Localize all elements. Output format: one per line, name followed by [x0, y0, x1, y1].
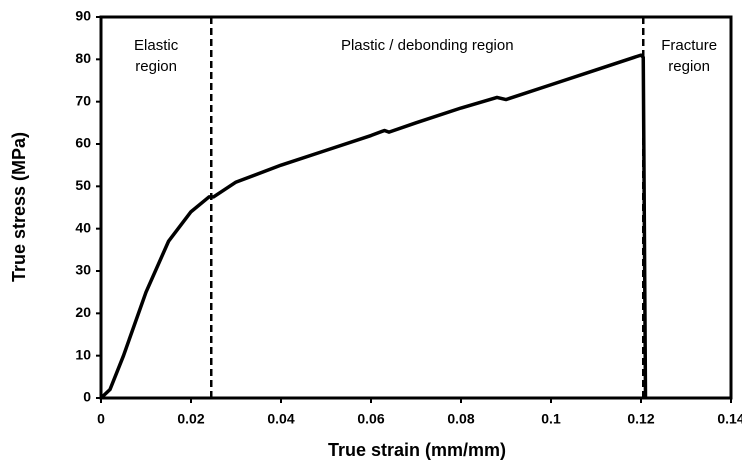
y-tick-label: 40 [75, 219, 91, 235]
y-tick-label: 0 [83, 389, 91, 405]
x-tick-label: 0.02 [177, 411, 204, 427]
y-tick-label: 90 [75, 8, 91, 24]
x-axis-title: True strain (mm/mm) [328, 440, 506, 460]
x-tick-label: 0 [97, 411, 105, 427]
y-tick-label: 30 [75, 262, 91, 278]
y-tick-label: 10 [75, 346, 91, 362]
region-label: region [668, 58, 710, 75]
plot-frame [99, 15, 733, 400]
x-tick-label: 0.12 [627, 411, 654, 427]
region-label: Elastic [134, 37, 179, 54]
x-tick-label: 0.14 [717, 411, 742, 427]
region-label: Fracture [661, 37, 717, 54]
y-tick-label: 60 [75, 135, 91, 151]
x-tick-label: 0.04 [267, 411, 294, 427]
y-tick-label: 80 [75, 50, 91, 66]
y-tick-label: 50 [75, 177, 91, 193]
y-tick-label: 70 [75, 92, 91, 108]
x-tick-label: 0.06 [357, 411, 384, 427]
region-label: region [135, 58, 177, 75]
region-label: Plastic / debonding region [341, 37, 514, 54]
x-tick-label: 0.1 [541, 411, 561, 427]
stress-strain-curve [99, 53, 648, 400]
x-tick-label: 0.08 [447, 411, 474, 427]
y-axis-title: True stress (MPa) [9, 132, 29, 282]
y-tick-label: 20 [75, 304, 91, 320]
